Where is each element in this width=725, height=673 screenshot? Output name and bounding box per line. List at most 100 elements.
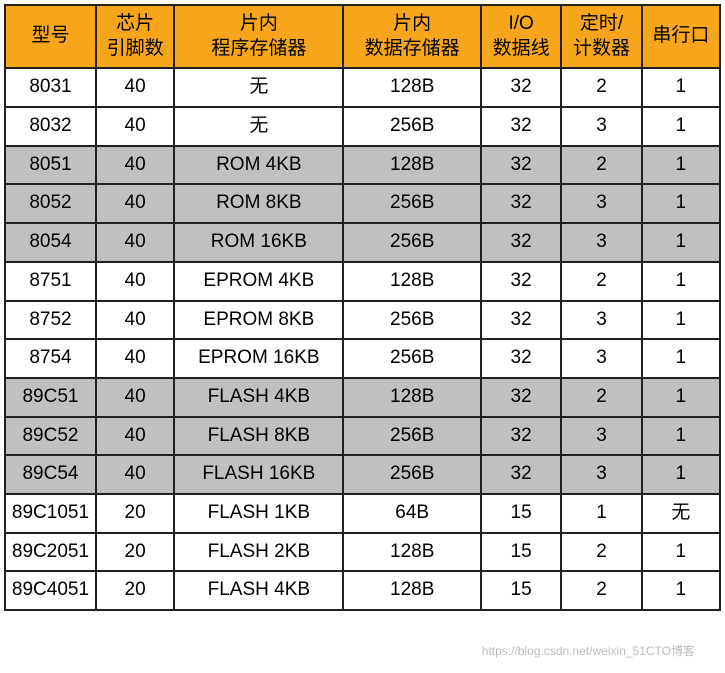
table-row: 89C5240FLASH 8KB256B3231 (5, 417, 720, 456)
table-cell: 256B (343, 223, 481, 262)
table-cell: 1 (642, 455, 720, 494)
table-cell: 8751 (5, 262, 96, 301)
table-header-row: 型号 芯片引脚数 片内程序存储器 片内数据存储器 I/O数据线 定时/计数器 串… (5, 5, 720, 68)
table-cell: 89C51 (5, 378, 96, 417)
table-cell: 1 (642, 262, 720, 301)
table-cell: EPROM 8KB (174, 301, 343, 340)
table-cell: 1 (642, 339, 720, 378)
table-cell: 8032 (5, 107, 96, 146)
table-row: 875140EPROM 4KB128B3221 (5, 262, 720, 301)
header-io: I/O数据线 (481, 5, 561, 68)
table-cell: 32 (481, 184, 561, 223)
table-cell: 1 (642, 571, 720, 610)
table-cell: 无 (174, 107, 343, 146)
watermark-text: https://blog.csdn.net/weixin_51CTO博客 (482, 642, 695, 659)
table-cell: 无 (174, 68, 343, 107)
table-cell: 1 (642, 223, 720, 262)
table-cell: 1 (642, 184, 720, 223)
table-cell: 20 (96, 533, 174, 572)
table-cell: 1 (642, 533, 720, 572)
table-cell: 256B (343, 301, 481, 340)
table-cell: FLASH 16KB (174, 455, 343, 494)
table-cell: 64B (343, 494, 481, 533)
table-cell: 32 (481, 68, 561, 107)
table-cell: 40 (96, 107, 174, 146)
table-row: 803140无128B3221 (5, 68, 720, 107)
table-cell: EPROM 16KB (174, 339, 343, 378)
table-cell: 40 (96, 184, 174, 223)
table-cell: 2 (561, 533, 641, 572)
table-cell: 32 (481, 146, 561, 185)
table-cell: 256B (343, 339, 481, 378)
table-row: 875440EPROM 16KB256B3231 (5, 339, 720, 378)
table-row: 89C105120FLASH 1KB64B151无 (5, 494, 720, 533)
table-cell: ROM 8KB (174, 184, 343, 223)
table-cell: 89C4051 (5, 571, 96, 610)
table-cell: 32 (481, 455, 561, 494)
table-cell: 1 (642, 107, 720, 146)
table-cell: 32 (481, 417, 561, 456)
header-prog: 片内程序存储器 (174, 5, 343, 68)
table-row: 805440ROM 16KB256B3231 (5, 223, 720, 262)
table-cell: 2 (561, 571, 641, 610)
mcu-spec-table: 型号 芯片引脚数 片内程序存储器 片内数据存储器 I/O数据线 定时/计数器 串… (4, 4, 721, 611)
table-cell: 32 (481, 301, 561, 340)
table-cell: 128B (343, 533, 481, 572)
table-cell: 256B (343, 455, 481, 494)
table-cell: 256B (343, 107, 481, 146)
table-cell: 32 (481, 339, 561, 378)
table-cell: 15 (481, 571, 561, 610)
table-cell: 2 (561, 146, 641, 185)
table-cell: 128B (343, 262, 481, 301)
table-cell: 3 (561, 417, 641, 456)
table-cell: EPROM 4KB (174, 262, 343, 301)
table-cell: 1 (642, 378, 720, 417)
table-cell: 32 (481, 378, 561, 417)
table-cell: 2 (561, 378, 641, 417)
table-cell: 1 (642, 417, 720, 456)
table-cell: 8754 (5, 339, 96, 378)
table-cell: 15 (481, 494, 561, 533)
table-cell: 2 (561, 68, 641, 107)
table-row: 89C205120FLASH 2KB128B1521 (5, 533, 720, 572)
table-cell: 2 (561, 262, 641, 301)
table-cell: 3 (561, 107, 641, 146)
header-data: 片内数据存储器 (343, 5, 481, 68)
header-pins: 芯片引脚数 (96, 5, 174, 68)
table-cell: 8031 (5, 68, 96, 107)
table-cell: FLASH 1KB (174, 494, 343, 533)
header-model: 型号 (5, 5, 96, 68)
table-cell: 1 (642, 146, 720, 185)
table-row: 805140ROM 4KB128B3221 (5, 146, 720, 185)
table-cell: 32 (481, 107, 561, 146)
table-cell: 128B (343, 378, 481, 417)
table-cell: 20 (96, 571, 174, 610)
table-cell: 40 (96, 455, 174, 494)
table-cell: 8051 (5, 146, 96, 185)
table-cell: 128B (343, 146, 481, 185)
table-cell: 1 (642, 68, 720, 107)
table-cell: 40 (96, 146, 174, 185)
table-cell: 40 (96, 339, 174, 378)
table-cell: 8052 (5, 184, 96, 223)
table-cell: 20 (96, 494, 174, 533)
table-row: 89C405120FLASH 4KB128B1521 (5, 571, 720, 610)
table-cell: 89C1051 (5, 494, 96, 533)
header-timer: 定时/计数器 (561, 5, 641, 68)
table-cell: FLASH 4KB (174, 378, 343, 417)
table-cell: FLASH 2KB (174, 533, 343, 572)
table-cell: 256B (343, 417, 481, 456)
table-cell: 40 (96, 301, 174, 340)
table-row: 875240EPROM 8KB256B3231 (5, 301, 720, 340)
table-cell: 无 (642, 494, 720, 533)
table-row: 89C5140FLASH 4KB128B3221 (5, 378, 720, 417)
table-cell: FLASH 8KB (174, 417, 343, 456)
table-cell: 40 (96, 223, 174, 262)
table-cell: 1 (561, 494, 641, 533)
table-cell: 40 (96, 262, 174, 301)
table-cell: 40 (96, 68, 174, 107)
table-cell: 15 (481, 533, 561, 572)
table-cell: 8054 (5, 223, 96, 262)
table-cell: 3 (561, 223, 641, 262)
table-cell: 89C2051 (5, 533, 96, 572)
